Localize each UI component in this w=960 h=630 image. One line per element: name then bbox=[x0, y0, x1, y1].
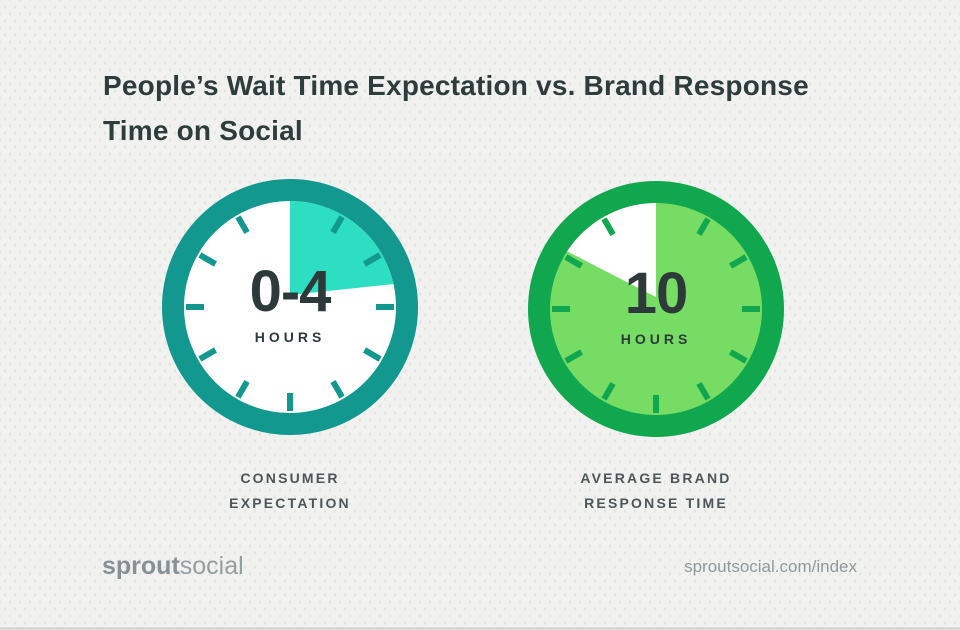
caption-brand-line2: RESPONSE TIME bbox=[584, 495, 728, 511]
bottom-edge-line bbox=[0, 627, 960, 630]
caption-consumer-line2: EXPECTATION bbox=[229, 495, 351, 511]
clock-unit-brand: HOURS bbox=[620, 331, 692, 347]
page-title: People’s Wait Time Expectation vs. Brand… bbox=[103, 63, 883, 153]
elapsed-wedge bbox=[290, 201, 394, 295]
clock-brand-response: 10 HOURS bbox=[526, 179, 786, 439]
remaining-wedge bbox=[567, 203, 656, 297]
source-url: sproutsocial.com/index bbox=[684, 557, 857, 576]
page-title-line1: People’s Wait Time Expectation vs. Brand… bbox=[103, 69, 809, 101]
clock-value-brand: 10 bbox=[624, 261, 689, 326]
caption-brand-line1: AVERAGE BRAND bbox=[580, 470, 732, 486]
caption-consumer-line1: CONSUMER bbox=[240, 470, 340, 486]
clock-ring bbox=[162, 179, 418, 435]
sproutsocial-logo: sproutsocial bbox=[102, 552, 244, 581]
logo-text-sprout: sprout bbox=[102, 552, 180, 580]
caption-consumer-expectation: CONSUMER EXPECTATION bbox=[135, 466, 445, 516]
hour-tick-marks bbox=[552, 217, 760, 413]
hour-tick-marks bbox=[186, 215, 394, 411]
page-title-line2: Time on Social bbox=[103, 114, 303, 146]
clock-consumer-graphic bbox=[162, 179, 418, 435]
clock-brand-graphic bbox=[528, 181, 784, 437]
clock-value-consumer: 0-4 bbox=[249, 259, 332, 324]
caption-brand-response: AVERAGE BRAND RESPONSE TIME bbox=[501, 466, 811, 516]
logo-text-social: social bbox=[179, 552, 244, 580]
clock-consumer-expectation: 0-4 HOURS bbox=[160, 177, 420, 437]
clock-unit-consumer: HOURS bbox=[254, 329, 326, 345]
clock-ring bbox=[528, 181, 784, 437]
